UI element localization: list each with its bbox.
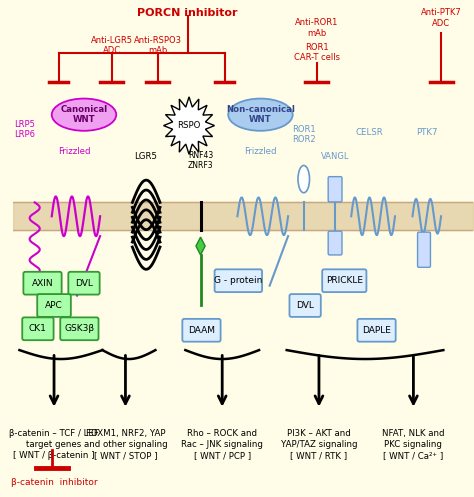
Ellipse shape [228, 98, 293, 131]
Text: Canonical
WNT: Canonical WNT [60, 105, 108, 124]
Text: LGR5: LGR5 [134, 152, 157, 162]
Text: APC: APC [45, 301, 63, 310]
Text: Rho – ROCK and
Rac – JNK signaling: Rho – ROCK and Rac – JNK signaling [181, 429, 263, 449]
Text: RSPO: RSPO [177, 121, 201, 130]
Text: [ WNT / STOP ]: [ WNT / STOP ] [94, 451, 157, 460]
Text: PORCN inhibitor: PORCN inhibitor [137, 8, 238, 18]
Text: PRICKLE: PRICKLE [326, 276, 363, 285]
Text: ROR1
ROR2: ROR1 ROR2 [292, 125, 316, 144]
Text: DAPLE: DAPLE [362, 326, 391, 335]
FancyBboxPatch shape [60, 318, 99, 340]
FancyBboxPatch shape [23, 272, 62, 295]
Text: PI3K – AKT and
YAP/TAZ signaling: PI3K – AKT and YAP/TAZ signaling [281, 429, 357, 449]
FancyBboxPatch shape [215, 269, 262, 292]
FancyBboxPatch shape [328, 231, 342, 255]
Text: VANGL: VANGL [321, 152, 349, 162]
Ellipse shape [52, 98, 116, 131]
Text: NFAT, NLK and
PKC signaling: NFAT, NLK and PKC signaling [382, 429, 445, 449]
Text: β-catenin  inhibitor: β-catenin inhibitor [11, 478, 97, 487]
FancyBboxPatch shape [37, 294, 71, 317]
FancyBboxPatch shape [418, 232, 430, 267]
Text: Anti-LGR5
ADC: Anti-LGR5 ADC [91, 36, 133, 55]
Text: FOXM1, NRF2, YAP
and other signaling: FOXM1, NRF2, YAP and other signaling [83, 429, 167, 449]
FancyBboxPatch shape [357, 319, 396, 341]
Text: CK1: CK1 [29, 324, 47, 333]
FancyBboxPatch shape [322, 269, 366, 292]
Text: β-catenin – TCF / LEF
target genes: β-catenin – TCF / LEF target genes [9, 429, 99, 449]
Text: ROR1
CAR-T cells: ROR1 CAR-T cells [294, 43, 340, 63]
Text: AXIN: AXIN [32, 279, 54, 288]
Polygon shape [164, 97, 215, 155]
Text: [ WNT / PCP ]: [ WNT / PCP ] [194, 451, 251, 460]
Text: Anti-PTK7
ADC: Anti-PTK7 ADC [421, 8, 461, 28]
Text: Frizzled: Frizzled [244, 147, 277, 157]
Text: LRP5
LRP6: LRP5 LRP6 [14, 120, 35, 139]
Polygon shape [196, 237, 205, 255]
Text: [ WNT / β-catenin ]: [ WNT / β-catenin ] [13, 451, 95, 460]
Text: [ WNT / Ca²⁺ ]: [ WNT / Ca²⁺ ] [383, 451, 444, 460]
Text: DAAM: DAAM [188, 326, 215, 335]
FancyBboxPatch shape [290, 294, 321, 317]
Text: RNF43
ZNRF3: RNF43 ZNRF3 [188, 151, 213, 170]
Text: Anti-ROR1
mAb: Anti-ROR1 mAb [295, 18, 338, 38]
Text: Anti-RSPO3
mAb: Anti-RSPO3 mAb [134, 36, 182, 55]
Text: PTK7: PTK7 [417, 128, 438, 137]
FancyBboxPatch shape [328, 176, 342, 202]
Text: CELSR: CELSR [356, 128, 383, 137]
Text: [ WNT / RTK ]: [ WNT / RTK ] [291, 451, 347, 460]
Ellipse shape [298, 166, 310, 193]
Text: DVL: DVL [296, 301, 314, 310]
Text: Non-canonical
WNT: Non-canonical WNT [226, 105, 295, 124]
FancyBboxPatch shape [182, 319, 220, 341]
Text: DVL: DVL [75, 279, 93, 288]
Text: GSK3β: GSK3β [64, 324, 94, 333]
FancyBboxPatch shape [68, 272, 100, 295]
Text: Frizzled: Frizzled [58, 147, 91, 157]
FancyBboxPatch shape [22, 318, 54, 340]
Text: G - protein: G - protein [214, 276, 263, 285]
